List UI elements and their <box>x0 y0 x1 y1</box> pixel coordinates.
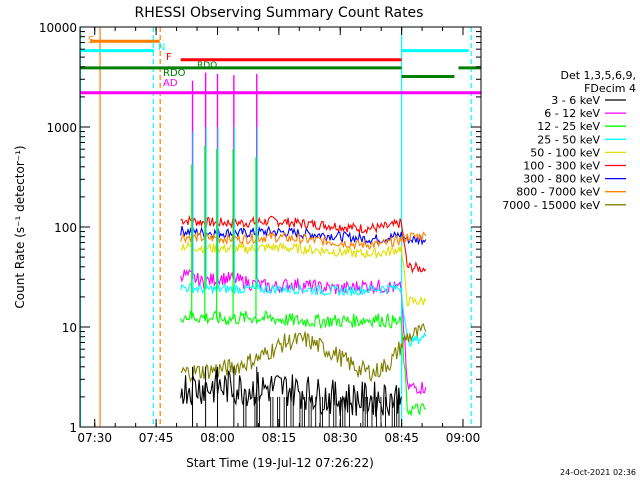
y-tick-label: 10000 <box>39 21 77 35</box>
state-bar-label: AD <box>163 78 178 89</box>
x-axis-title: Start Time (19-Jul-12 07:26:22) <box>186 456 374 470</box>
legend-entry-label: 7000 - 15000 keV <box>502 199 600 212</box>
x-tick-label: 08:30 <box>323 431 358 445</box>
y-tick-label: 100 <box>54 221 77 235</box>
legend-entry-label: 800 - 7000 keV <box>516 186 600 199</box>
legend-entry-label: 3 - 6 keV <box>551 94 600 107</box>
state-bar-label: RDO <box>197 61 217 71</box>
x-tick-label: 07:30 <box>77 431 112 445</box>
legend-header: FDecim 4 <box>584 82 636 95</box>
series-line <box>180 323 427 383</box>
legend-entry-label: 12 - 25 keV <box>537 120 600 133</box>
series-line <box>180 214 427 274</box>
y-tick-label: 1000 <box>46 121 77 135</box>
series-line <box>180 240 427 307</box>
x-tick-label: 08:00 <box>200 431 235 445</box>
legend-entry-label: 50 - 100 keV <box>530 146 600 159</box>
legend-entry-label: 6 - 12 keV <box>544 107 600 120</box>
state-bar-label: F <box>166 52 172 63</box>
y-tick-label: 1 <box>69 421 77 435</box>
x-tick-label: 08:15 <box>262 431 297 445</box>
axes: 07:30 07:45 08:00 08:15 08:30 08:45 09:00 1 10 10… <box>39 21 481 445</box>
series-line <box>180 282 427 347</box>
generation-timestamp: 24-Oct-2021 02:36 <box>560 468 636 477</box>
x-tick-label: 09:00 <box>446 431 481 445</box>
y-axis-title: Count Rate (s⁻¹ detector⁻¹) <box>13 145 27 308</box>
legend-entry-label: 100 - 300 keV <box>523 160 600 173</box>
state-bar-label: N <box>158 42 165 53</box>
x-tick-label: 07:45 <box>139 431 174 445</box>
legend-entry-label: 300 - 800 keV <box>523 173 600 186</box>
legend-header: Det 1,3,5,6,9, <box>560 69 636 82</box>
state-bar-label: S <box>88 35 94 46</box>
series-line <box>180 310 427 416</box>
series-line <box>180 230 427 251</box>
state-bar-label: RDO <box>163 68 186 79</box>
x-tick-label: 08:45 <box>384 431 419 445</box>
legend-entry-label: 25 - 50 keV <box>537 133 600 146</box>
chart-title: RHESSI Observing Summary Count Rates <box>135 5 424 21</box>
y-tick-label: 10 <box>62 321 77 335</box>
